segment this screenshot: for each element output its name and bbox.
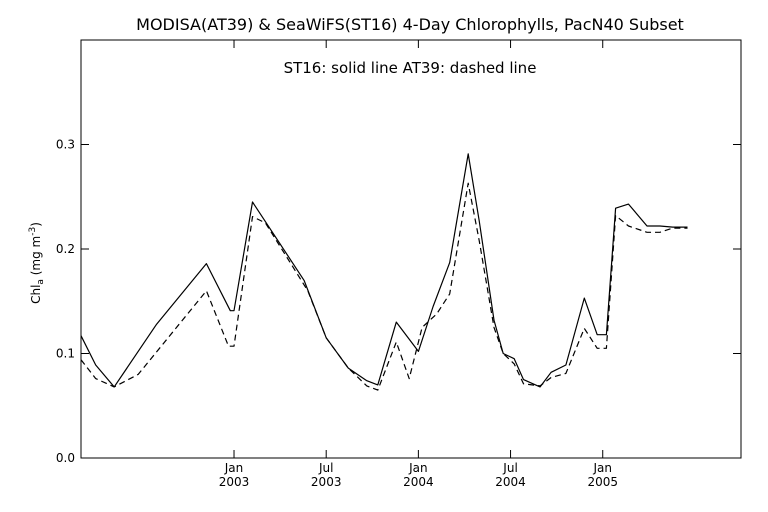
series-line-at39 <box>80 182 688 391</box>
x-tick-label-year-4: 2005 <box>587 475 618 489</box>
y-tick-label-3: 0.3 <box>56 138 75 152</box>
x-tick-label-year-0: 2003 <box>219 475 250 489</box>
series-group <box>80 153 688 391</box>
plot-frame <box>80 39 742 459</box>
x-tick-label-month-0: Jan <box>224 461 244 475</box>
x-tick-label-month-3: Jul <box>502 461 517 475</box>
y-axis: 0.0 0.1 0.2 0.3 <box>56 138 741 465</box>
y-axis-label-superscript: -3 <box>28 227 38 236</box>
series-line-st16 <box>80 153 688 388</box>
y-axis-label: Chla (mg m-3) <box>28 222 46 304</box>
y-axis-label-units: (mg m <box>29 236 43 279</box>
x-tick-label-year-3: 2004 <box>495 475 526 489</box>
y-tick-label-1: 0.1 <box>56 347 75 361</box>
y-tick-label-2: 0.2 <box>56 242 75 256</box>
x-tick-label-year-2: 2004 <box>403 475 434 489</box>
y-axis-label-subscript: a <box>36 279 46 285</box>
x-tick-label-month-2: Jan <box>408 461 428 475</box>
x-tick-label-month-4: Jan <box>592 461 612 475</box>
y-tick-label-0: 0.0 <box>56 451 75 465</box>
x-tick-label-year-1: 2003 <box>311 475 342 489</box>
y-axis-label-close: ) <box>29 222 43 227</box>
chart-title: MODISA(AT39) & SeaWiFS(ST16) 4-Day Chlor… <box>136 15 684 34</box>
x-tick-label-month-1: Jul <box>318 461 333 475</box>
chart-subtitle: ST16: solid line AT39: dashed line <box>284 59 537 77</box>
y-axis-label-main: Chl <box>29 285 43 304</box>
